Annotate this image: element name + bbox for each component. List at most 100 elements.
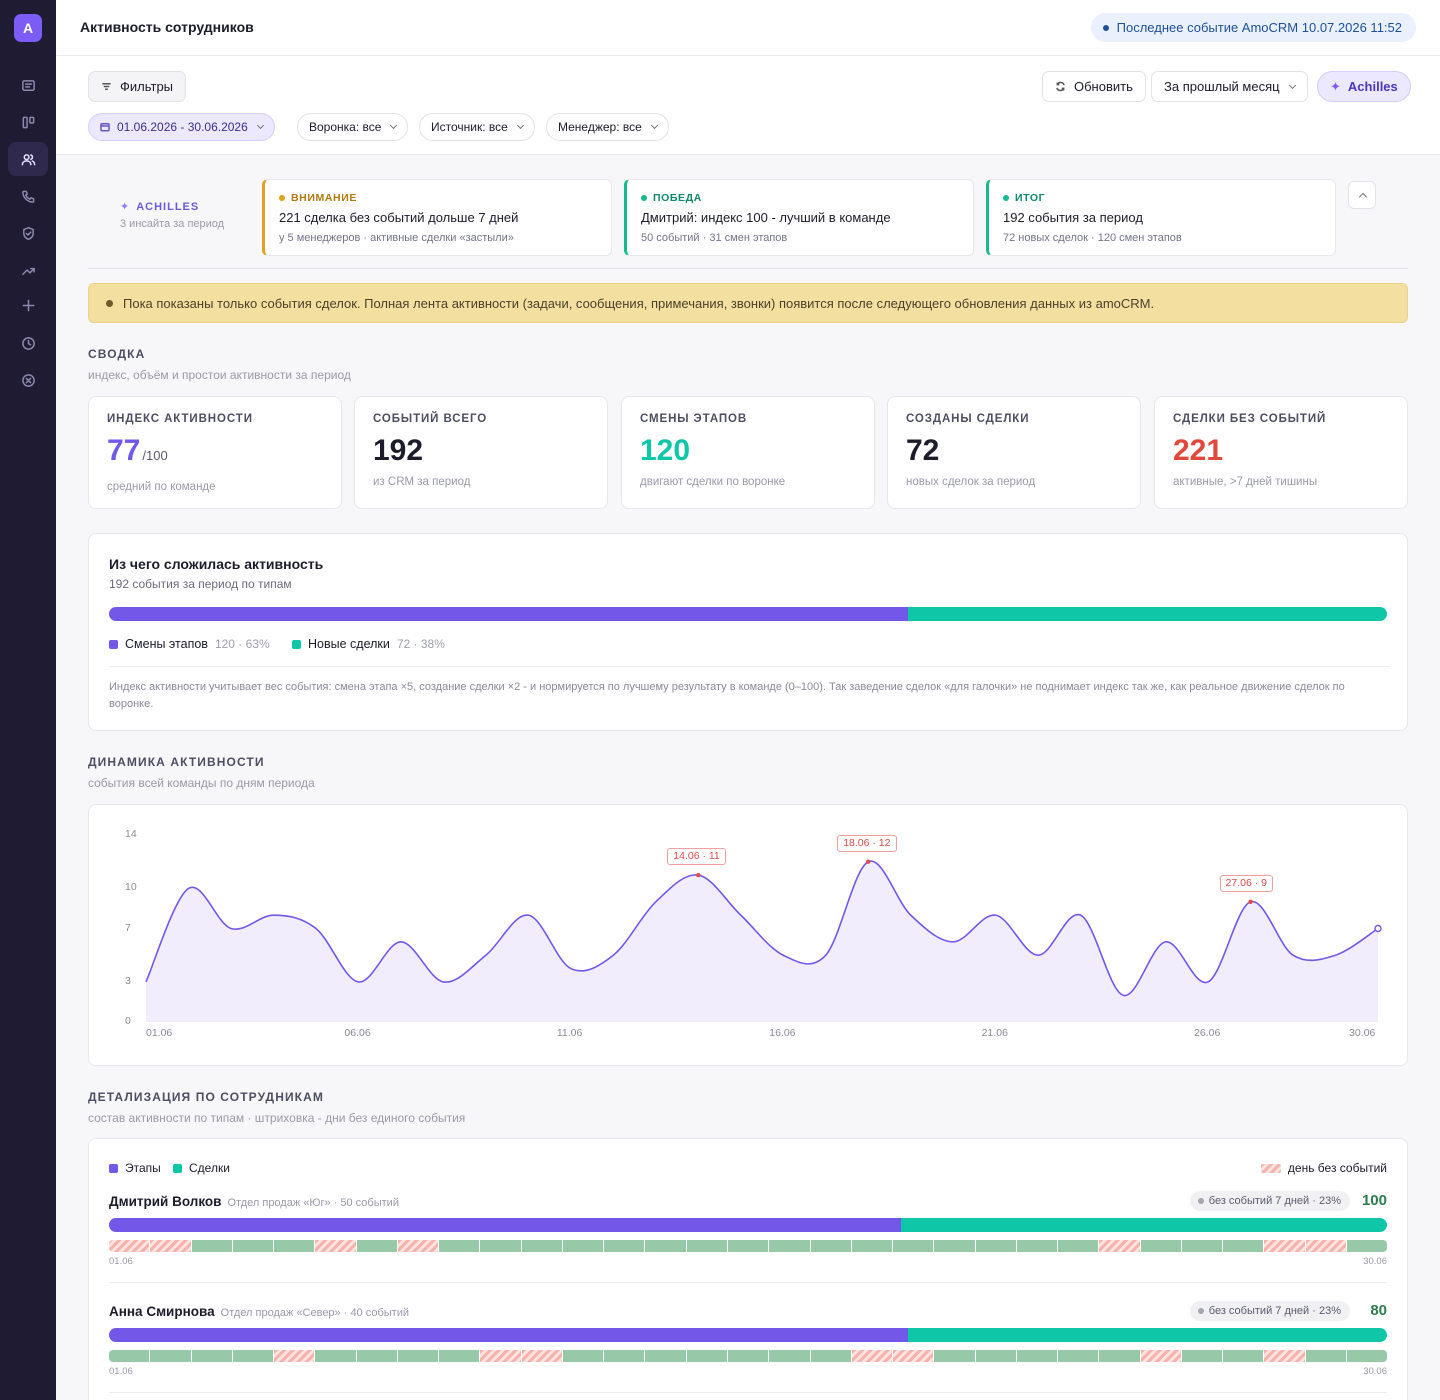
day-cell xyxy=(1346,1240,1387,1252)
kpi-subtitle: новых сделок за период xyxy=(906,476,1036,488)
day-cell xyxy=(727,1240,769,1252)
legend-label: Смены этапов xyxy=(125,637,208,651)
nav-document[interactable] xyxy=(8,68,48,102)
composition-card: Из чего сложилась активность 192 события… xyxy=(88,533,1408,731)
employee-meta: Отдел продаж «Север» · 40 событий xyxy=(220,1307,410,1319)
trend-icon xyxy=(21,267,35,275)
phone-icon xyxy=(21,190,34,203)
nav-users[interactable] xyxy=(8,142,48,176)
nav-shield[interactable] xyxy=(8,216,48,250)
composition-bar xyxy=(109,607,1387,621)
day-cell xyxy=(1305,1240,1346,1252)
y-tick-label: 14 xyxy=(125,828,137,840)
filters-button[interactable]: Фильтры xyxy=(88,71,187,102)
kanban-icon xyxy=(22,116,34,128)
funnel-label: Воронка: все xyxy=(309,120,382,134)
insight-label-text: ИТОГ xyxy=(1015,192,1046,204)
peak-point[interactable] xyxy=(866,859,871,864)
header: Активность сотрудников Последнее событие… xyxy=(56,0,1440,56)
nav-close[interactable] xyxy=(8,363,48,397)
strip-start-label: 01.06 xyxy=(109,1256,133,1267)
day-cell xyxy=(439,1350,480,1362)
insight-card[interactable]: ВНИМАНИЕ 221 сделка без событий дольше 7 … xyxy=(262,179,612,256)
insight-card[interactable]: ИТОГ 192 события за период 72 новых сделок… xyxy=(986,179,1336,256)
employee-name-wrap: Дмитрий Волков Отдел продаж «Юг» · 50 соб… xyxy=(109,1194,399,1209)
funnel-chip[interactable]: Воронка: все xyxy=(297,113,409,141)
y-tick-label: 10 xyxy=(125,881,137,894)
manager-chip[interactable]: Менеджер: все xyxy=(546,113,669,141)
day-cell xyxy=(727,1350,769,1362)
peak-annotation: 27.06 · 9 xyxy=(1219,874,1273,892)
sparkle-icon: ✦ xyxy=(120,201,131,213)
achilles-label: Achilles xyxy=(1347,79,1398,94)
x-tick-label: 30.06 xyxy=(1349,1027,1376,1039)
legend-swatch xyxy=(292,639,301,649)
idle-badge: без событий 7 дней · 23% xyxy=(1189,1301,1350,1321)
insight-subtitle: у 5 менеджеров · активные сделки «застыл… xyxy=(279,232,514,244)
employee-composition-bar xyxy=(109,1218,1387,1232)
chevron-down-icon xyxy=(1288,81,1296,89)
date-range-chip[interactable]: 01.06.2026 - 30.06.2026 xyxy=(88,113,275,141)
dynamics-chart-card: 14.06 · 11 18.06 · 12 27.06 · 9 0 3 7 10 14 01.0… xyxy=(88,804,1408,1066)
dynamics-title: ДИНАМИКА АКТИВНОСТИ xyxy=(88,755,265,769)
source-chip[interactable]: Источник: все xyxy=(419,113,535,141)
composition-note: Индекс активности учитывает вес события:… xyxy=(109,666,1389,713)
legend-swatch xyxy=(109,639,118,649)
last-point[interactable] xyxy=(1374,924,1382,933)
legend-swatch xyxy=(109,1163,118,1173)
day-cell xyxy=(1058,1350,1099,1362)
chart-line xyxy=(145,860,1379,997)
day-cell xyxy=(1223,1350,1264,1362)
kpi-value-wrap: 192 xyxy=(373,434,589,468)
stages-segment xyxy=(109,1218,902,1232)
period-select[interactable]: За прошлый месяц xyxy=(1151,71,1308,102)
day-cell xyxy=(1016,1240,1058,1252)
nav-clock[interactable] xyxy=(8,326,48,360)
toolbar: Фильтры Обновить За прошлый месяц ✦ Achi… xyxy=(56,56,1440,155)
kpi-card: СДЕЛКИ БЕЗ СОБЫТИЙ 221 активные, >7 дней т… xyxy=(1154,396,1408,509)
collapse-insights-button[interactable] xyxy=(1348,181,1376,209)
day-cell xyxy=(686,1240,727,1252)
day-cell xyxy=(769,1350,810,1362)
peak-point[interactable] xyxy=(1248,899,1253,904)
insight-card[interactable]: ПОБЕДА Дмитрий: индекс 100 - лучший в ком… xyxy=(624,179,974,256)
x-tick-label: 01.06 xyxy=(146,1027,173,1039)
peak-point[interactable] xyxy=(696,872,701,878)
kpi-value-wrap: 120 xyxy=(640,434,856,468)
kpi-value-wrap: 77/100 xyxy=(107,434,323,473)
day-cell xyxy=(521,1350,562,1362)
chevron-down-icon xyxy=(390,121,398,130)
kpi-subtitle: активные, >7 дней тишины xyxy=(1173,476,1318,488)
kpi-label: СДЕЛКИ БЕЗ СОБЫТИЙ xyxy=(1173,413,1327,425)
divider xyxy=(88,268,1408,269)
activity-chart xyxy=(145,859,1382,1022)
day-cell xyxy=(232,1240,274,1252)
legend-label: Сделки xyxy=(189,1161,230,1175)
nav-phone[interactable] xyxy=(8,179,48,213)
insights-title: ACHILLES xyxy=(136,201,200,213)
nav-trend[interactable] xyxy=(8,253,48,287)
shield-icon xyxy=(22,226,34,240)
day-cell xyxy=(1305,1350,1346,1362)
achilles-button[interactable]: ✦ Achilles xyxy=(1317,71,1411,102)
kpi-value: 120 xyxy=(640,434,691,467)
sparkle-icon: ✦ xyxy=(1330,78,1341,94)
refresh-button[interactable]: Обновить xyxy=(1042,71,1146,102)
legend-idle: день без событий xyxy=(1260,1161,1387,1175)
day-cell xyxy=(893,1350,934,1362)
manager-label: Менеджер: все xyxy=(558,120,642,134)
strip-start-label: 01.06 xyxy=(109,1366,133,1377)
app-logo[interactable]: A xyxy=(14,14,42,42)
nav-kanban[interactable] xyxy=(8,105,48,139)
strip-end-label: 30.06 xyxy=(1363,1366,1387,1377)
nav-plus[interactable] xyxy=(8,288,48,322)
peak-annotation: 14.06 · 11 xyxy=(667,848,726,866)
kpi-card: СОБЫТИЙ ВСЕГО 192 из CRM за период xyxy=(354,396,608,509)
insight-label-text: ПОБЕДА xyxy=(653,192,702,204)
legend-stages: Смены этапов 120 · 63% xyxy=(109,637,270,651)
employee-score: 80 xyxy=(1370,1302,1387,1319)
day-cell xyxy=(1181,1240,1223,1252)
y-tick-label: 0 xyxy=(125,1015,131,1027)
day-cell xyxy=(109,1350,150,1362)
day-cell xyxy=(480,1350,521,1362)
